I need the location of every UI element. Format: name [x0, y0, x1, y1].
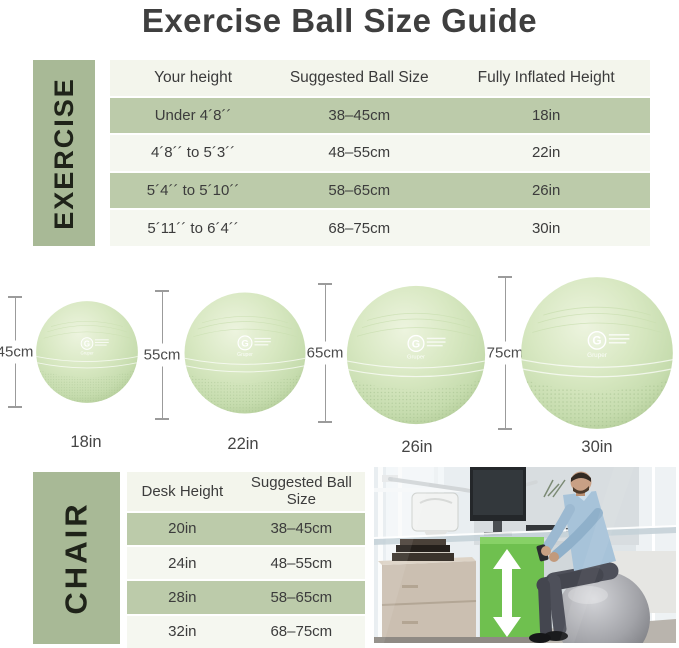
height-adjust-arrow-icon [493, 549, 521, 637]
logo-text-lines [426, 337, 446, 347]
ball-illustration: G Gruper [184, 292, 306, 414]
brand-logo: G Gruper [237, 335, 271, 358]
ball-size-label: 30in [581, 438, 613, 456]
exercise-ball-65cm: G Gruper [344, 283, 488, 427]
exercise-ball-55cm: G Gruper [182, 290, 308, 416]
col-header-ball-size: Suggested Ball Size [250, 474, 352, 509]
logo-letter: G [592, 334, 601, 348]
chair-size-table: Desk Height Suggested Ball Size 20in 38–… [127, 472, 365, 648]
brand-name: Gruper [237, 352, 253, 358]
col-header-your-height: Your height [154, 68, 232, 86]
plant-sprigs [543, 479, 566, 498]
table-row: 28in 58–65cm [127, 581, 365, 614]
ball-illustration: G Gruper [346, 285, 486, 425]
logo-text-lines [608, 334, 630, 344]
table-row: 20in 38–45cm [127, 512, 365, 545]
ball-illustration: G Gruper [521, 277, 673, 429]
photo-books [392, 539, 454, 561]
dimension-label: 75cm [485, 341, 525, 365]
page-title: Exercise Ball Size Guide [141, 2, 538, 39]
table-row: Under 4´8´´ 38–45cm 18in [110, 97, 650, 134]
office-scene [374, 467, 676, 643]
exercise-ball-75cm: G Gruper [518, 274, 676, 432]
dimension-label: 55cm [142, 343, 182, 367]
col-header-ball-size: Suggested Ball Size [289, 68, 429, 86]
photo-monitor [470, 467, 526, 536]
office-photo [374, 467, 676, 643]
brand-name: Gruper [80, 351, 94, 356]
brand-name: Gruper [587, 352, 607, 359]
glass-reflection [559, 467, 634, 643]
logo-letter: G [84, 339, 90, 348]
dimension-line-75cm: 75cm [485, 276, 525, 430]
table-row: 24in 48–55cm [127, 546, 365, 580]
table-header-row: Your height Suggested Ball Size Fully In… [110, 60, 650, 96]
chair-section-label: CHAIR [33, 472, 120, 644]
dimension-label: 65cm [305, 341, 345, 365]
table-row: 4´8´´ to 5´3´´ 48–55cm 22in [110, 135, 650, 171]
photo-man [529, 471, 619, 643]
brand-logo: G Gruper [407, 334, 446, 361]
brand-logo: G Gruper [587, 330, 630, 359]
exercise-section-label: EXERCISE [33, 60, 95, 246]
photo-floor [374, 637, 676, 643]
photo-exercise-ball [556, 571, 650, 643]
logo-text-lines [254, 337, 271, 346]
ball-size-label: 18in [70, 433, 102, 451]
logo-letter: G [412, 338, 420, 350]
dimension-line-45cm: 45cm [0, 296, 35, 408]
exercise-size-table: Your height Suggested Ball Size Fully In… [110, 60, 650, 246]
ball-highlight [568, 586, 608, 604]
ball-size-label: 26in [401, 438, 433, 456]
exercise-ball-45cm: G Gruper [34, 299, 140, 405]
col-header-desk-height: Desk Height [141, 482, 224, 500]
col-header-inflated-height: Fully Inflated Height [477, 68, 615, 86]
logo-text-lines [94, 339, 109, 346]
table-row: 32in 68–75cm [127, 615, 365, 648]
table-header-row: Desk Height Suggested Ball Size [127, 472, 365, 511]
brand-name: Gruper [407, 355, 425, 361]
dimension-line-65cm: 65cm [305, 283, 345, 423]
logo-letter: G [241, 338, 248, 349]
ball-illustration: G Gruper [36, 301, 138, 403]
dimension-line-55cm: 55cm [142, 290, 182, 420]
ball-size-label: 22in [227, 435, 259, 453]
table-row: 5´4´´ to 5´10´´ 58–65cm 26in [110, 172, 650, 209]
table-row: 5´11´´ to 6´4´´ 68–75cm 30in [110, 210, 650, 246]
brand-logo: G Gruper [80, 337, 109, 356]
dimension-label: 45cm [0, 340, 35, 364]
glass-reflection [374, 467, 434, 643]
